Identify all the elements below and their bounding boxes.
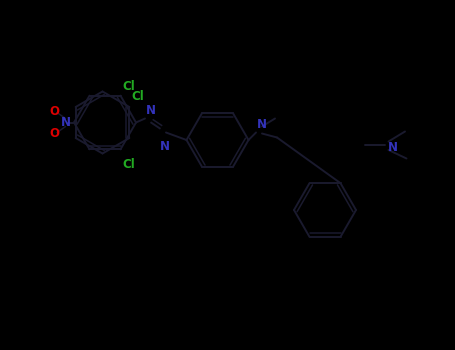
Text: N: N xyxy=(388,141,398,154)
Text: O: O xyxy=(49,105,59,118)
Text: N: N xyxy=(61,116,71,129)
Text: Cl: Cl xyxy=(132,90,145,103)
Text: N: N xyxy=(160,140,170,153)
Text: O: O xyxy=(49,127,59,140)
Text: N: N xyxy=(146,104,156,117)
Text: Cl: Cl xyxy=(122,158,135,172)
Text: N: N xyxy=(257,119,267,132)
Text: Cl: Cl xyxy=(122,80,135,93)
